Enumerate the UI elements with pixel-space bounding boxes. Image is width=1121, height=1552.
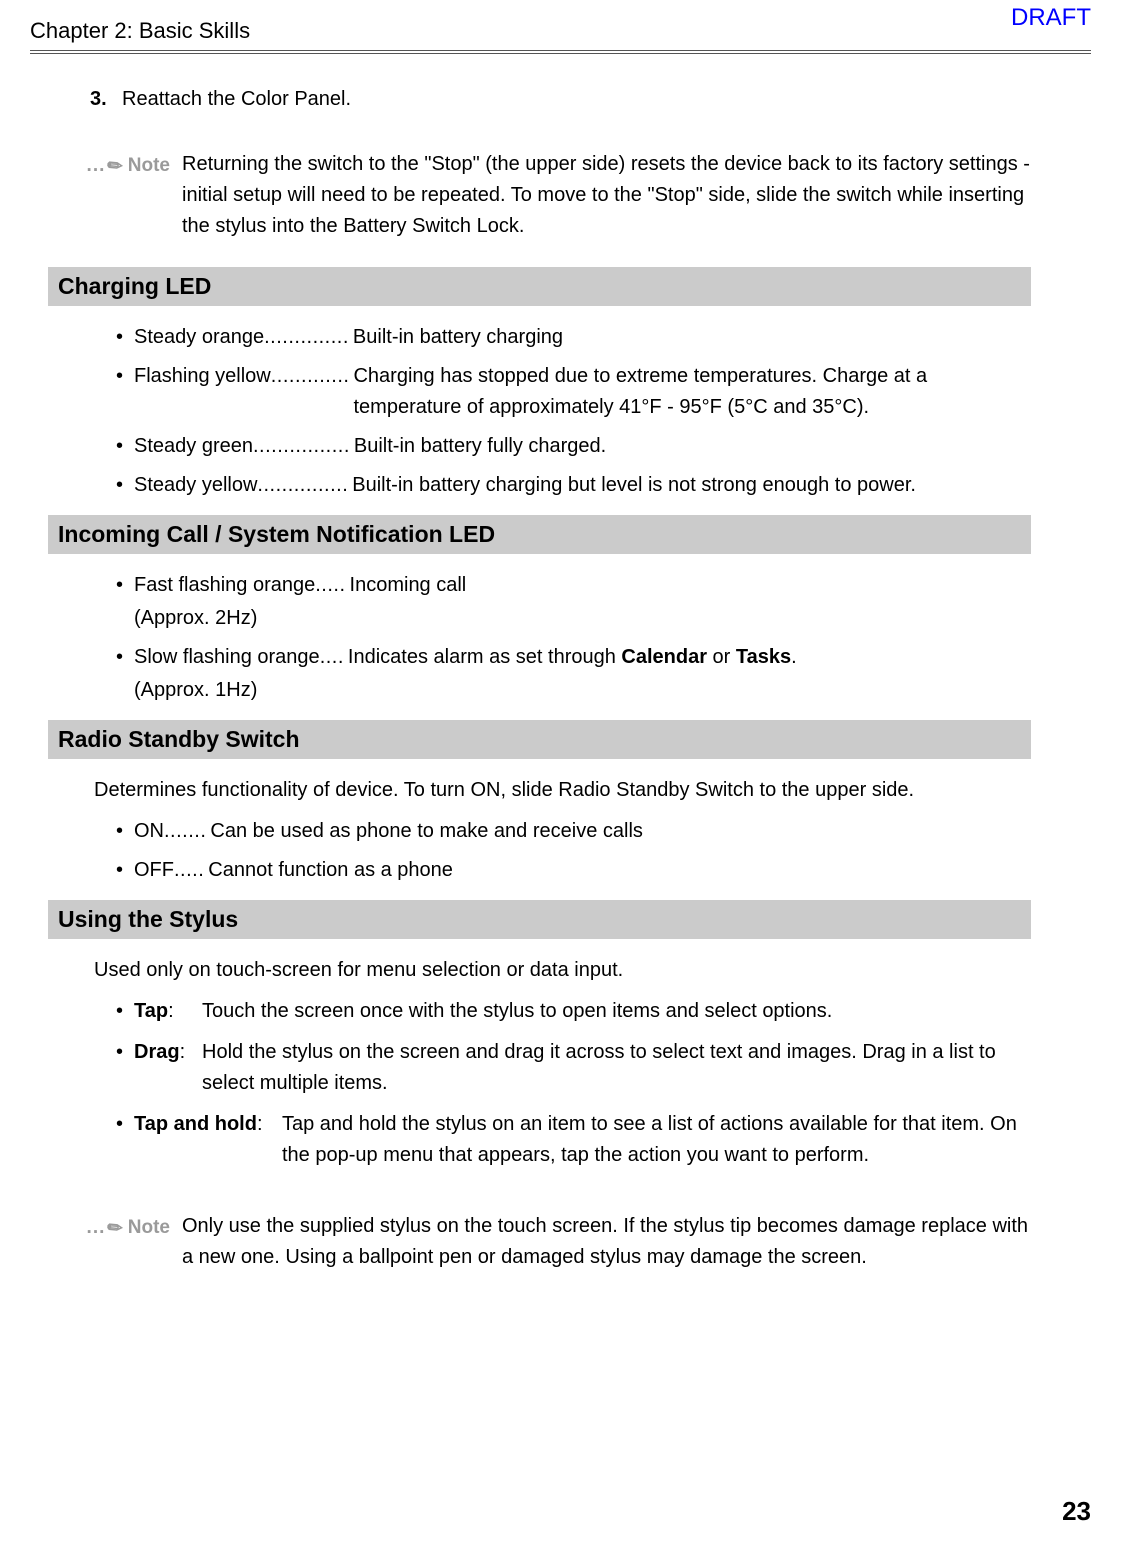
page-number: 23: [1062, 1496, 1091, 1527]
chapter-header: Chapter 2: Basic Skills: [30, 0, 1091, 54]
note-2: ...✎ Note Only use the supplied stylus o…: [90, 1211, 1031, 1273]
radio-list: • ON ....... Can be used as phone to mak…: [90, 816, 1031, 886]
note-1: ...✎ Note Returning the switch to the "S…: [90, 149, 1031, 242]
stylus-tap-hold: • Tap and hold: Tap and hold the stylus …: [90, 1109, 1031, 1171]
note-text: Only use the supplied stylus on the touc…: [182, 1211, 1031, 1273]
step-3: 3. Reattach the Color Panel.: [90, 84, 1031, 114]
list-item: • Fast flashing orange ..... Incoming ca…: [116, 570, 1031, 601]
section-radio-standby: Radio Standby Switch: [48, 720, 1031, 759]
list-item: • Steady orange .............. Built-in …: [116, 322, 1031, 353]
pen-icon: ✎: [101, 1213, 130, 1244]
list-item: • Steady green ................ Built-in…: [116, 431, 1031, 462]
page-content: 3. Reattach the Color Panel. ...✎ Note R…: [30, 54, 1091, 1273]
section-using-stylus: Using the Stylus: [48, 900, 1031, 939]
radio-intro: Determines functionality of device. To t…: [90, 775, 1031, 806]
section-charging-led: Charging LED: [48, 267, 1031, 306]
list-item: • Slow flashing orange .... Indicates al…: [116, 642, 1031, 673]
list-item: • Steady yellow ............... Built-in…: [116, 470, 1031, 501]
note-label: ...✎ Note: [90, 1211, 182, 1273]
stylus-drag: • Drag: Hold the stylus on the screen an…: [90, 1037, 1031, 1099]
draft-watermark: DRAFT: [1011, 4, 1091, 32]
approx-2hz: (Approx. 2Hz): [90, 603, 1031, 634]
step-number: 3.: [90, 84, 122, 114]
section-incoming-call: Incoming Call / System Notification LED: [48, 515, 1031, 554]
step-text: Reattach the Color Panel.: [122, 84, 351, 114]
incoming-call-list: • Fast flashing orange ..... Incoming ca…: [90, 570, 1031, 601]
note-text: Returning the switch to the "Stop" (the …: [182, 149, 1031, 242]
approx-1hz: (Approx. 1Hz): [90, 675, 1031, 706]
list-item: • Flashing yellow ............. Charging…: [116, 361, 1031, 423]
list-item: • ON ....... Can be used as phone to mak…: [116, 816, 1031, 847]
stylus-tap: • Tap: Touch the screen once with the st…: [90, 996, 1031, 1027]
pen-icon: ✎: [101, 151, 130, 182]
charging-led-list: • Steady orange .............. Built-in …: [90, 322, 1031, 501]
list-item: • OFF ..... Cannot function as a phone: [116, 855, 1031, 886]
note-label: ...✎ Note: [90, 149, 182, 242]
stylus-intro: Used only on touch-screen for menu selec…: [90, 955, 1031, 986]
incoming-call-list-2: • Slow flashing orange .... Indicates al…: [90, 642, 1031, 673]
